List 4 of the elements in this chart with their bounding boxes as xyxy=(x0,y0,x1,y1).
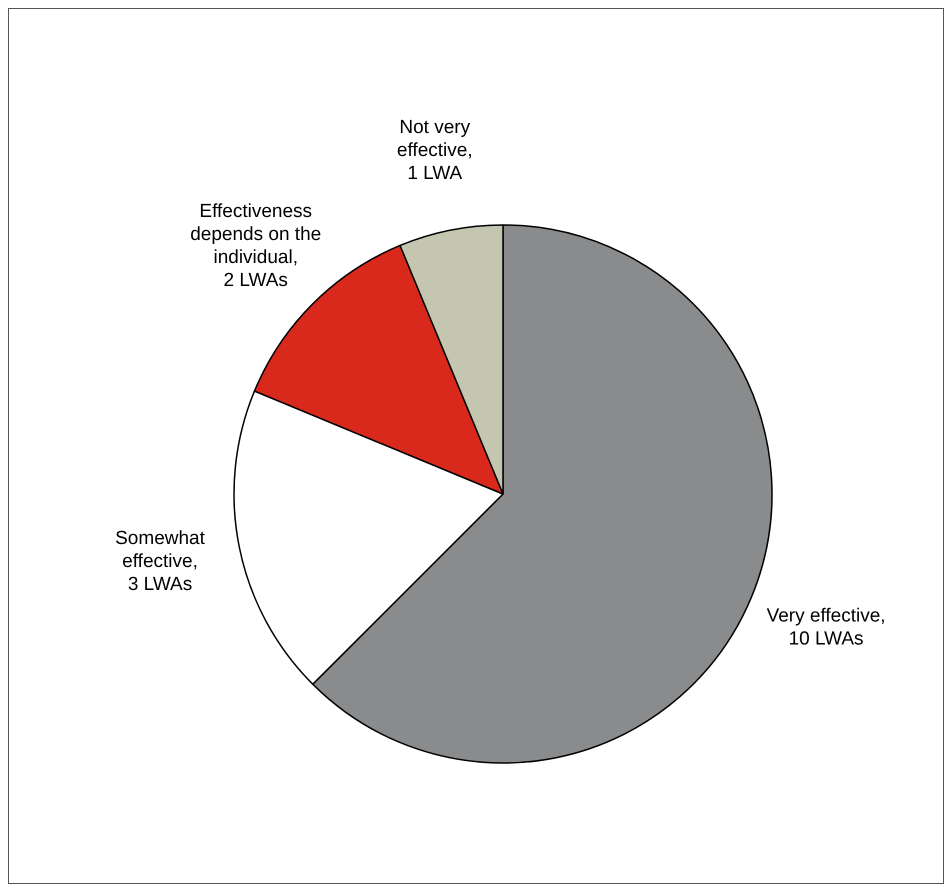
slice-label: Effectiveness depends on the individual, 2 LWAs xyxy=(190,201,322,292)
slice-label: Not very effective, 1 LWA xyxy=(396,117,473,184)
slice-label: Very effective, 10 LWAs xyxy=(766,605,886,650)
slice-label: Somewhat effective, 3 LWAs xyxy=(115,528,206,596)
